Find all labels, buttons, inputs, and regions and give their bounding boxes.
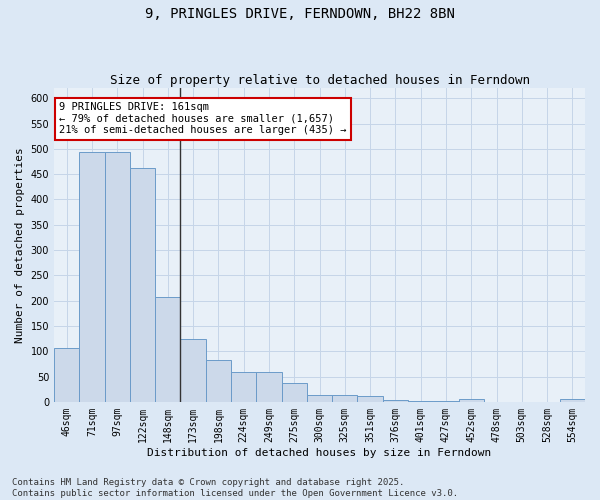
Text: Contains HM Land Registry data © Crown copyright and database right 2025.
Contai: Contains HM Land Registry data © Crown c… xyxy=(12,478,458,498)
Bar xyxy=(383,400,408,402)
Text: 9, PRINGLES DRIVE, FERNDOWN, BH22 8BN: 9, PRINGLES DRIVE, FERNDOWN, BH22 8BN xyxy=(145,8,455,22)
Title: Size of property relative to detached houses in Ferndown: Size of property relative to detached ho… xyxy=(110,74,530,87)
X-axis label: Distribution of detached houses by size in Ferndown: Distribution of detached houses by size … xyxy=(148,448,491,458)
Bar xyxy=(281,382,307,402)
Bar xyxy=(79,152,104,402)
Bar xyxy=(458,400,484,402)
Bar xyxy=(155,296,181,402)
Bar xyxy=(104,152,130,402)
Bar xyxy=(433,401,458,402)
Bar xyxy=(332,396,358,402)
Bar xyxy=(181,338,206,402)
Bar xyxy=(231,372,256,402)
Text: 9 PRINGLES DRIVE: 161sqm
← 79% of detached houses are smaller (1,657)
21% of sem: 9 PRINGLES DRIVE: 161sqm ← 79% of detach… xyxy=(59,102,347,136)
Bar xyxy=(130,168,155,402)
Bar xyxy=(307,396,332,402)
Bar xyxy=(560,400,585,402)
Bar xyxy=(206,360,231,402)
Bar xyxy=(408,401,433,402)
Bar xyxy=(358,396,383,402)
Bar xyxy=(256,372,281,402)
Bar xyxy=(54,348,79,402)
Y-axis label: Number of detached properties: Number of detached properties xyxy=(15,147,25,343)
